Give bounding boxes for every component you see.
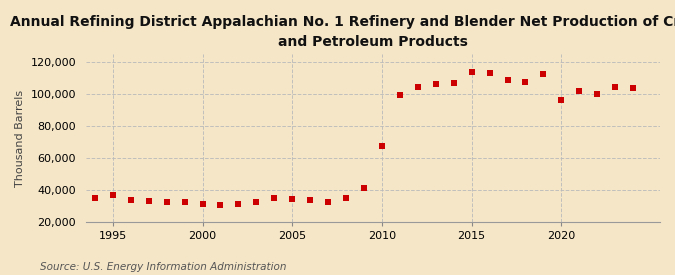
Title: Annual Refining District Appalachian No. 1 Refinery and Blender Net Production o: Annual Refining District Appalachian No.… <box>10 15 675 48</box>
Text: Source: U.S. Energy Information Administration: Source: U.S. Energy Information Administ… <box>40 262 287 272</box>
Y-axis label: Thousand Barrels: Thousand Barrels <box>15 90 25 187</box>
